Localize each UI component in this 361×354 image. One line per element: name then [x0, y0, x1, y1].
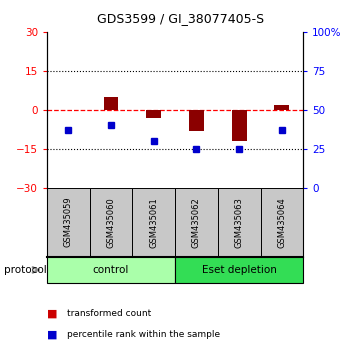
Text: Eset depletion: Eset depletion: [202, 265, 277, 275]
Text: GSM435063: GSM435063: [235, 197, 244, 247]
Bar: [47, 257, 175, 283]
Bar: [104, 97, 118, 110]
Text: ■: ■: [47, 308, 57, 318]
Bar: [274, 104, 290, 110]
Bar: [90, 188, 132, 257]
Bar: [232, 110, 247, 141]
Text: GSM435064: GSM435064: [277, 197, 286, 247]
Text: control: control: [93, 265, 129, 275]
Text: percentile rank within the sample: percentile rank within the sample: [67, 330, 220, 339]
Bar: [218, 188, 261, 257]
Text: GDS3599 / GI_38077405-S: GDS3599 / GI_38077405-S: [97, 12, 264, 25]
Bar: [132, 188, 175, 257]
Text: GSM435059: GSM435059: [64, 197, 73, 247]
Bar: [47, 188, 90, 257]
Text: ■: ■: [47, 330, 57, 339]
Bar: [189, 110, 204, 131]
Text: GSM435060: GSM435060: [106, 197, 116, 247]
Bar: [175, 257, 303, 283]
Bar: [261, 188, 303, 257]
Text: transformed count: transformed count: [67, 309, 151, 318]
Text: protocol: protocol: [4, 265, 46, 275]
Bar: [146, 110, 161, 118]
Text: GSM435061: GSM435061: [149, 197, 158, 247]
Bar: [175, 188, 218, 257]
Text: GSM435062: GSM435062: [192, 197, 201, 247]
